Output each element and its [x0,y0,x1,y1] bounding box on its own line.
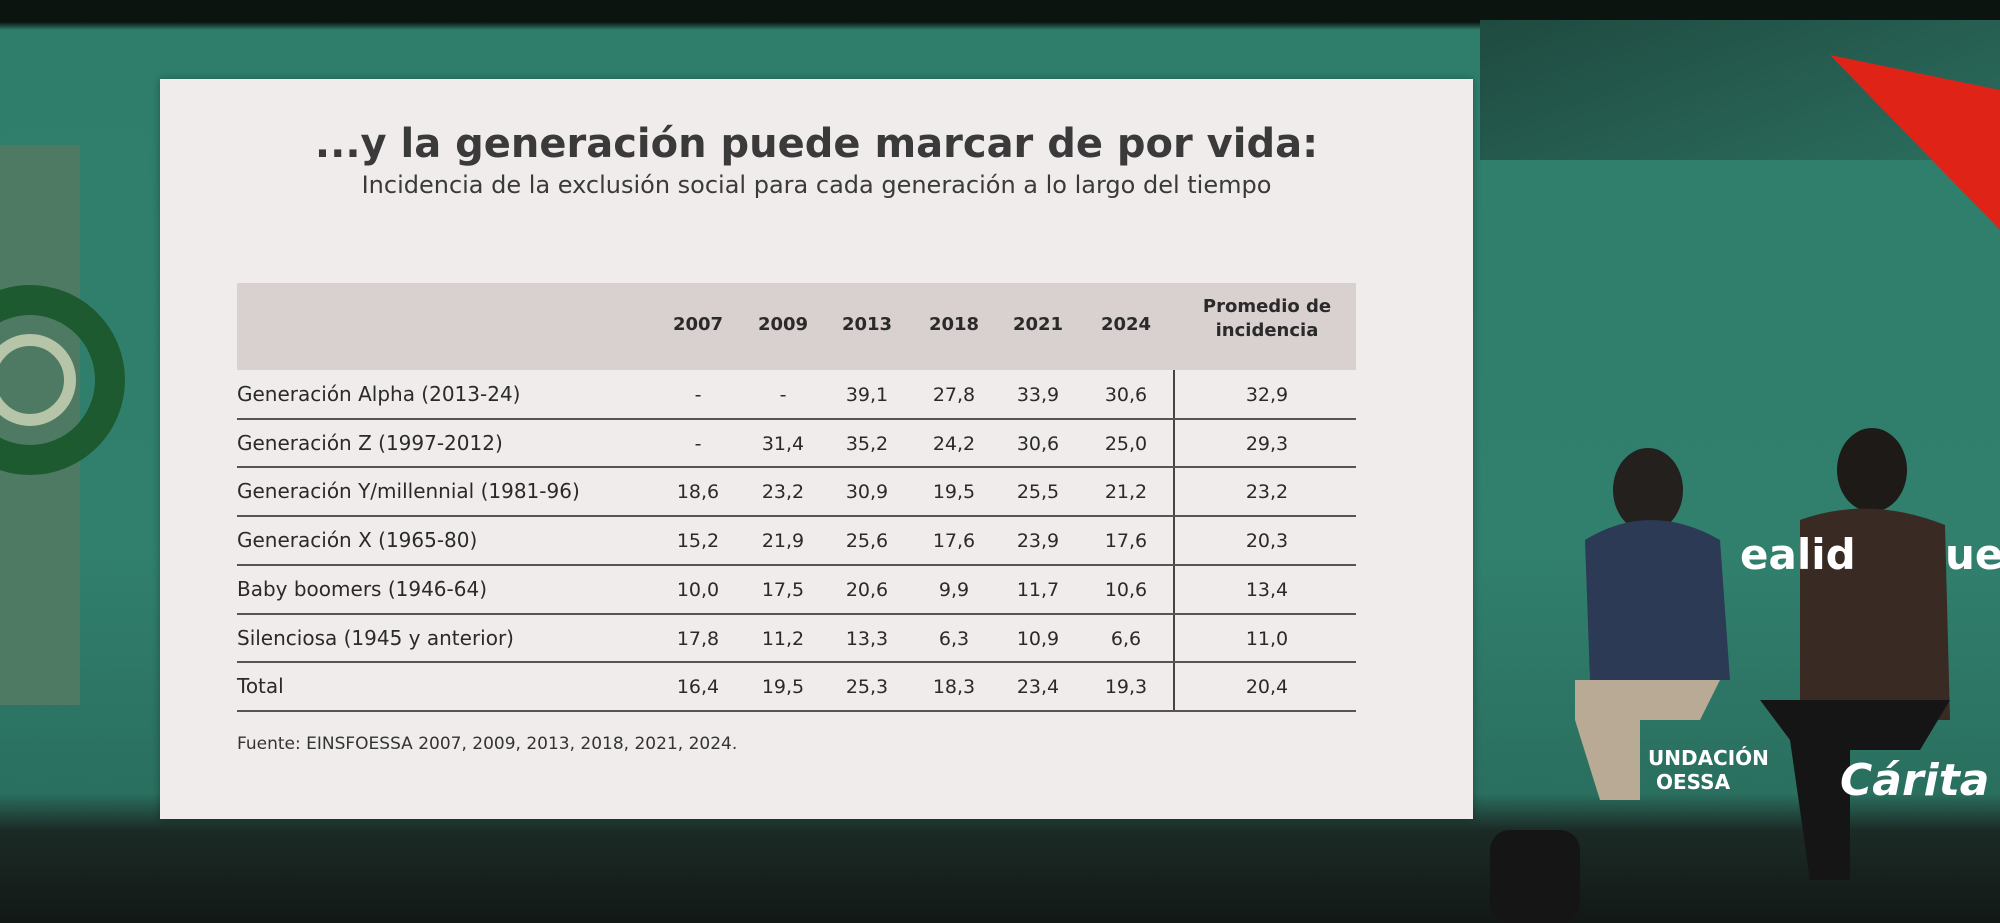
stage-text: uel [1945,530,2000,579]
table-cell: 20,3 [1245,530,1289,553]
row-rule [237,515,1356,518]
slide-subtitle: Incidencia de la exclusión social para c… [361,171,1272,199]
person-head [1837,428,1907,512]
table-cell: 35,2 [845,432,889,455]
table-cell: 32,9 [1245,384,1289,406]
table-cell: 17,6 [1104,530,1148,553]
row-label: Total [237,674,284,699]
source-note: Fuente: EINSFOESSA 2007, 2009, 2013, 201… [237,734,738,754]
table-cell: 33,9 [1016,384,1060,406]
table-cell: - [779,384,787,406]
table-cell: 31,4 [761,432,805,455]
table-cell: 11,7 [1016,578,1060,601]
left-pattern [0,285,125,475]
bag [1490,830,1580,923]
table-cell: - [694,432,702,455]
row-rule [237,661,1356,664]
table-cell: 24,2 [932,432,976,455]
table-cell: 17,8 [676,627,720,650]
slide: ...y la generación puede marcar de por v… [160,79,1473,819]
table-cell: 19,5 [761,676,805,699]
person-head [1613,448,1683,532]
stage-text: OESSA [1656,770,1731,794]
row-rule [237,466,1356,469]
table-cell: 9,9 [938,578,970,601]
person-body [1800,508,1950,720]
table-cell: 11,2 [761,627,805,650]
table-cell: 10,6 [1104,578,1148,601]
left-screen [0,145,80,705]
stage-text: Cárita [1840,755,1990,806]
table-cell: 18,3 [932,676,976,699]
person-legs [1760,700,1950,880]
row-rule [237,563,1356,566]
table-cell: 6,6 [1110,627,1142,650]
red-shape [1830,55,2000,230]
table-cell: 11,0 [1245,627,1289,650]
table-cell: 25,6 [845,530,889,553]
table-cell: 10,9 [1016,627,1060,650]
table-cell: 39,1 [845,384,889,406]
table-cell: 21,9 [761,530,805,553]
stage-text: UNDACIÓN [1648,746,1769,770]
row-label: Generación Y/millennial (1981-96) [237,479,580,504]
header-cell: 2013 [841,314,893,335]
table-cell: 30,6 [1104,384,1148,406]
table-cell: 25,0 [1104,432,1148,455]
table-cell: - [694,384,702,406]
table-cell: 6,3 [938,627,970,650]
table-cell: 13,4 [1245,578,1289,601]
header-cell: 2009 [757,314,809,335]
table-cell: 29,3 [1245,432,1289,455]
slide-title: ...y la generación puede marcar de por v… [314,121,1319,167]
table-cell: 13,3 [845,627,889,650]
table-cell: 19,3 [1104,676,1148,699]
table-cell: 23,9 [1016,530,1060,553]
row-rule [237,417,1356,420]
table-cell: 10,0 [676,578,720,601]
row-label: Silenciosa (1945 y anterior) [237,625,514,650]
row-label: Generación Alpha (2013-24) [237,382,521,406]
table-cell: 17,5 [761,578,805,601]
table-cell: 15,2 [676,530,720,553]
table-cell: 30,6 [1016,432,1060,455]
table-cell: 18,6 [676,481,720,504]
person-legs [1575,680,1720,800]
header-cell: 2021 [1012,314,1064,335]
table-cell: 20,4 [1245,676,1289,699]
row-label: Generación X (1965-80) [237,528,478,553]
table-cell: 25,5 [1016,481,1060,504]
table-cell: 16,4 [676,676,720,699]
table-cell: 23,4 [1016,676,1060,699]
row-label: Baby boomers (1946-64) [237,576,487,601]
table-cell: 19,5 [932,481,976,504]
table-cell: 21,2 [1104,481,1148,504]
header-cell: Promedio de incidencia [1202,296,1332,341]
column-divider [1173,370,1175,711]
table-cell: 27,8 [932,384,976,406]
header-cell: 2018 [928,314,980,335]
table-cell: 30,9 [845,481,889,504]
table-cell: 23,2 [761,481,805,504]
left-pattern [0,334,76,426]
table-cell: 25,3 [845,676,889,699]
table-cell: 23,2 [1245,481,1289,504]
table-cell: 17,6 [932,530,976,553]
row-rule [237,709,1356,712]
header-cell: 2007 [672,314,724,335]
table-header-bg [237,283,1356,370]
stage-text: ealid [1740,530,1856,579]
row-rule [237,612,1356,615]
row-label: Generación Z (1997-2012) [237,430,503,455]
header-cell: 2024 [1100,314,1152,335]
table-cell: 20,6 [845,578,889,601]
person-body [1585,520,1730,680]
